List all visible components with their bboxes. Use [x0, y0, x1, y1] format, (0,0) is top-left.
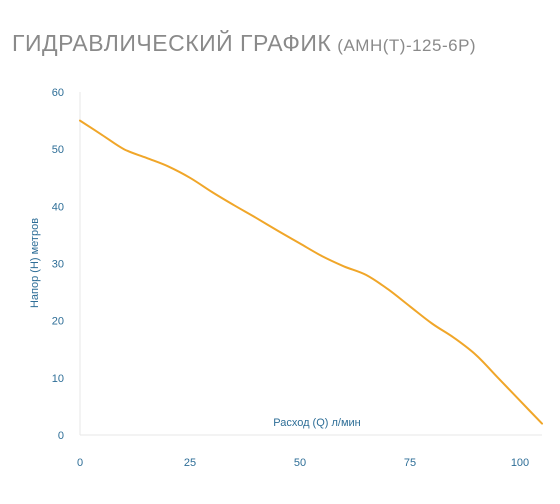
- y-tick-label: 10: [52, 373, 64, 385]
- y-tick-label: 60: [52, 87, 64, 99]
- x-tick-label: 100: [511, 457, 529, 469]
- y-tick-label: 40: [52, 201, 64, 213]
- chart-title: ГИДРАВЛИЧЕСКИЙ ГРАФИК (АМН(Т)-125-6Р): [12, 30, 476, 57]
- series-line: [79, 119, 543, 425]
- y-tick-label: 30: [52, 259, 64, 271]
- x-tick-label: 75: [404, 457, 416, 469]
- x-tick-label: 50: [294, 457, 306, 469]
- x-tick-label: 25: [184, 457, 196, 469]
- chart-title-model: (АМН(Т)-125-6Р): [337, 36, 477, 55]
- y-tick-label: 0: [58, 430, 64, 442]
- y-tick-label: 50: [52, 144, 64, 156]
- y-tick-label: 20: [52, 316, 64, 328]
- x-tick-label: 0: [77, 457, 83, 469]
- y-axis-label: Напор (Н) метров: [29, 218, 41, 308]
- x-axis-label: Расход (Q) л/мин: [273, 417, 361, 429]
- chart-title-main: ГИДРАВЛИЧЕСКИЙ ГРАФИК: [12, 30, 332, 56]
